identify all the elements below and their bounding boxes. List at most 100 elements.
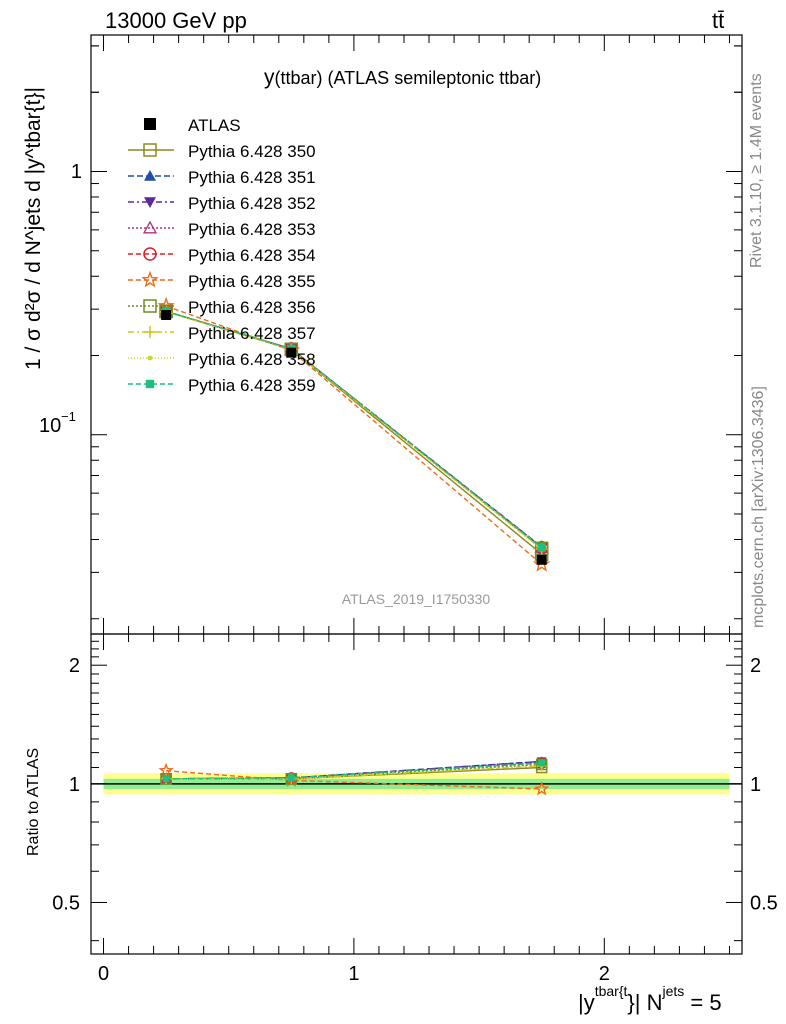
x-label-mid: }| N	[627, 990, 662, 1015]
main-series-line-6	[165, 305, 543, 565]
x-tick-labels: 0 1 2	[98, 963, 610, 985]
main-point-6	[532, 555, 551, 572]
main-title-y: y	[264, 66, 275, 89]
legend-marker-3-shape	[144, 197, 156, 208]
ratio-ytick-label-left: 0.5	[52, 892, 80, 914]
ratio-series-layer	[158, 756, 550, 796]
atlas-point	[161, 310, 172, 321]
ratio-ylabel: Ratio to ATLAS	[25, 748, 42, 856]
ratio-point-10-shape	[287, 774, 295, 782]
ratio-point-10	[287, 774, 295, 782]
main-series-line-9	[165, 311, 543, 551]
x-axis-label: |ytbar{t}| Njets = 5	[578, 983, 722, 1015]
ratio-point-6-shape	[534, 781, 550, 796]
main-series-line-8	[165, 311, 543, 550]
legend-marker-6	[141, 270, 159, 288]
legend-marker-6-shape	[141, 270, 159, 288]
ratio-ytick-label-right: 1	[750, 774, 761, 796]
ratio-point-6	[534, 781, 550, 796]
legend-label-9: Pythia 6.428 358	[188, 350, 316, 369]
legend-label-3: Pythia 6.428 352	[188, 194, 316, 213]
main-series-line-3	[165, 310, 543, 548]
legend-label-2: Pythia 6.428 351	[188, 168, 316, 187]
legend-label-10: Pythia 6.428 359	[188, 376, 316, 395]
atlas-point-shape	[161, 310, 172, 321]
legend-marker-2	[144, 170, 156, 181]
rivet-label: Rivet 3.1.10, ≥ 1.4M events	[748, 73, 765, 268]
legend-marker-4	[142, 220, 158, 234]
main-series-layer	[157, 296, 551, 572]
legend-marker-7	[143, 299, 157, 313]
ratio-y-ticks	[91, 640, 742, 942]
x-ticks	[103, 35, 730, 954]
legend-label-1: Pythia 6.428 350	[188, 142, 316, 161]
ratio-panel-frame	[90, 633, 743, 955]
main-ytick-label-tenth-exp: −1	[61, 409, 76, 424]
legend-label-8: Pythia 6.428 357	[188, 324, 316, 343]
main-title: y(ttbar) (ATLAS semileptonic ttbar)	[264, 66, 541, 89]
ratio-point-10-shape	[162, 775, 170, 783]
main-series-line-5	[165, 310, 543, 549]
legend-marker-1-shape	[143, 143, 157, 157]
x-label-sup2: jets	[661, 983, 684, 999]
legend-marker-5	[143, 247, 157, 261]
process-label: tt̄	[712, 8, 724, 33]
ratio-ytick-label-right: 2	[750, 655, 761, 677]
ratio-ytick-label-right: 0.5	[750, 892, 778, 914]
legend-marker-5-shape	[143, 247, 157, 261]
x-label-main: |y	[578, 990, 595, 1015]
main-ylabel: 1 / σ d²σ / d N^jets d |y^tbar{t}|	[22, 87, 45, 370]
legend-marker-atlas-shape	[144, 118, 156, 130]
energy-label: 13000 GeV pp	[105, 8, 247, 33]
legend-label-4: Pythia 6.428 353	[188, 220, 316, 239]
legend-marker-3	[144, 197, 156, 208]
ratio-ytick-label-left: 1	[69, 774, 80, 796]
main-point-10-shape	[537, 543, 546, 552]
atlas-point	[536, 554, 547, 565]
main-point-6-shape	[532, 555, 551, 572]
ratio-point-10-shape	[538, 759, 546, 767]
main-series-line-7	[165, 310, 543, 549]
legend-marker-atlas	[144, 118, 156, 130]
x-label-end: = 5	[684, 990, 721, 1015]
legend-marker-9-shape	[147, 355, 153, 361]
main-series-line-2	[165, 310, 543, 548]
legend-marker-1	[143, 143, 157, 157]
legend-marker-7-shape	[143, 299, 157, 313]
legend-label-7: Pythia 6.428 356	[188, 298, 316, 317]
legend: ATLAS Pythia 6.428 350 Pythia 6.428 351 Pyt…	[128, 116, 316, 395]
ratio-series-line-10	[166, 762, 542, 780]
main-ytick-label-tenth-base: 10	[39, 415, 61, 437]
atlas-point-shape	[536, 554, 547, 565]
legend-label-atlas: ATLAS	[188, 116, 241, 135]
ratio-point-10	[538, 759, 546, 767]
main-point-10	[537, 543, 546, 552]
ratio-series-line-6	[166, 770, 542, 790]
x-tick-label: 0	[98, 963, 109, 985]
analysis-watermark: ATLAS_2019_I1750330	[342, 591, 491, 607]
main-y-ticks	[91, 45, 742, 620]
legend-label-6: Pythia 6.428 355	[188, 272, 316, 291]
main-ytick-label-1: 1	[71, 161, 82, 183]
main-series-line-10	[165, 310, 543, 549]
legend-marker-8	[144, 326, 156, 338]
atlas-point	[286, 347, 297, 358]
ratio-ytick-labels: 0.5 0.5 1 1 2 2	[52, 655, 778, 914]
legend-marker-4-shape	[142, 220, 158, 234]
atlas-point-shape	[286, 347, 297, 358]
main-title-rest: (ttbar) (ATLAS semileptonic ttbar)	[275, 68, 542, 88]
main-ytick-label-tenth: 10 −1	[39, 409, 76, 437]
legend-marker-9	[147, 355, 153, 361]
ratio-ytick-label-left: 2	[69, 655, 80, 677]
main-series-line-1	[165, 310, 543, 555]
legend-marker-2-shape	[144, 170, 156, 181]
x-label-sup1: tbar{t	[595, 983, 628, 999]
ratio-point-10	[162, 775, 170, 783]
legend-label-5: Pythia 6.428 354	[188, 246, 316, 265]
legend-marker-10	[145, 379, 155, 389]
x-tick-label: 1	[348, 963, 359, 985]
main-series-line-4	[165, 310, 543, 549]
x-tick-label: 2	[599, 963, 610, 985]
legend-marker-10-shape	[145, 379, 155, 389]
